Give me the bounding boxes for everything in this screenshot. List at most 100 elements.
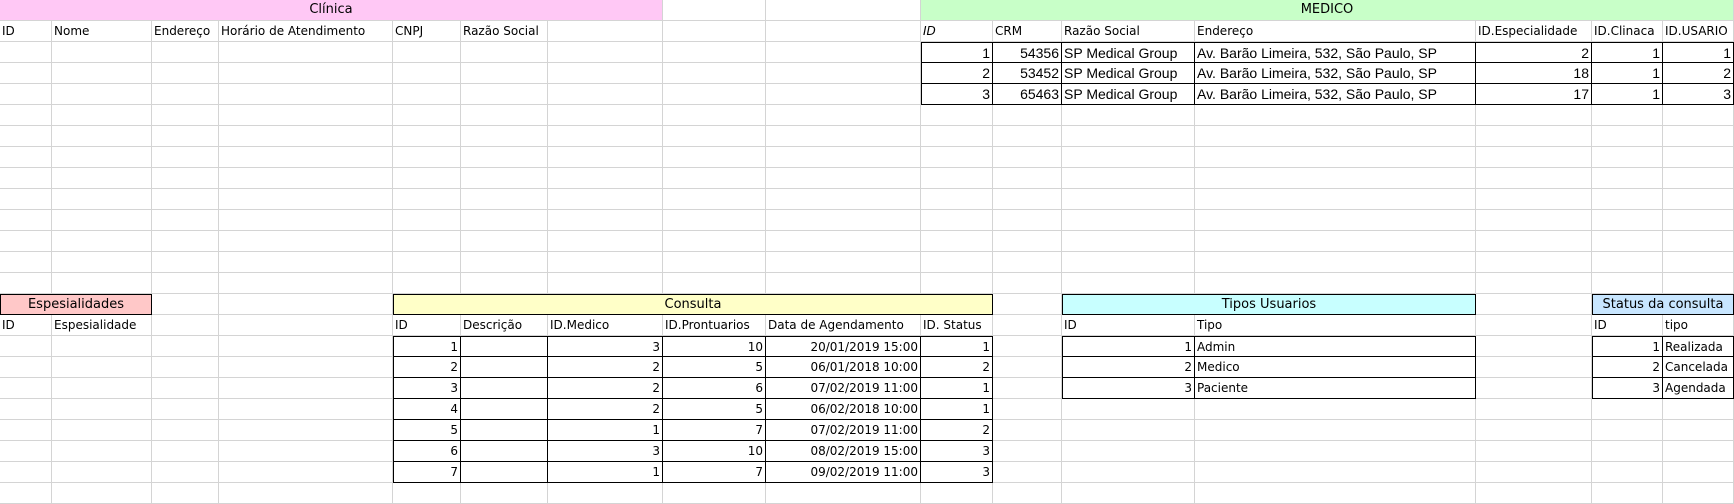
grid-cell[interactable] [1195,231,1476,252]
grid-cell[interactable] [548,105,663,126]
medico-data-cell[interactable]: SP Medical Group [1062,84,1195,105]
consulta-data-cell[interactable]: 2 [393,357,461,378]
grid-cell[interactable] [1062,273,1195,294]
consulta-data-cell[interactable]: 5 [663,399,766,420]
consulta-data-cell[interactable]: 2 [921,420,993,441]
consulta-data-cell[interactable]: 1 [548,462,663,483]
grid-cell[interactable] [993,483,1062,504]
grid-cell[interactable] [52,252,152,273]
grid-cell[interactable] [548,168,663,189]
clinica-column-header[interactable]: ID [0,21,52,42]
grid-cell[interactable] [1476,483,1592,504]
grid-cell[interactable] [993,420,1062,441]
grid-cell[interactable] [548,483,663,504]
grid-cell[interactable] [1663,462,1734,483]
grid-cell[interactable] [1592,399,1663,420]
grid-cell[interactable] [1476,273,1592,294]
grid-cell[interactable] [548,273,663,294]
consulta-data-cell[interactable]: 07/02/2019 11:00 [766,420,921,441]
consulta-data-cell[interactable]: 1 [921,378,993,399]
grid-cell[interactable] [152,378,219,399]
grid-cell[interactable] [1062,105,1195,126]
consulta-column-header[interactable]: Descrição [461,315,548,336]
grid-cell[interactable] [0,378,52,399]
grid-cell[interactable] [663,231,766,252]
consulta-data-cell[interactable]: 6 [393,441,461,462]
consulta-data-cell[interactable]: 4 [393,399,461,420]
grid-cell[interactable] [921,273,993,294]
grid-cell[interactable] [152,63,219,84]
consulta-data-cell[interactable]: 1 [548,420,663,441]
status-consulta-data-cell[interactable]: Realizada [1663,336,1734,357]
medico-data-cell[interactable]: 18 [1476,63,1592,84]
grid-cell[interactable] [1592,420,1663,441]
grid-cell[interactable] [0,189,52,210]
grid-cell[interactable] [52,189,152,210]
grid-cell[interactable] [1062,462,1195,483]
grid-cell[interactable] [52,441,152,462]
consulta-data-cell[interactable]: 7 [393,462,461,483]
grid-cell[interactable] [219,336,393,357]
grid-cell[interactable] [663,84,766,105]
grid-cell[interactable] [1062,168,1195,189]
grid-cell[interactable] [393,63,461,84]
medico-data-cell[interactable]: 1 [1592,84,1663,105]
grid-cell[interactable] [1476,147,1592,168]
grid-cell[interactable] [1476,462,1592,483]
grid-cell[interactable] [766,483,921,504]
grid-cell[interactable] [52,273,152,294]
grid-cell[interactable] [993,210,1062,231]
medico-column-header[interactable]: Endereço [1195,21,1476,42]
tipos-usuarios-data-cell[interactable]: Admin [1195,336,1476,357]
status-consulta-data-cell[interactable]: 3 [1592,378,1663,399]
grid-cell[interactable] [152,84,219,105]
grid-cell[interactable] [0,357,52,378]
grid-cell[interactable] [219,273,393,294]
grid-cell[interactable] [52,105,152,126]
grid-cell[interactable] [1476,126,1592,147]
grid-cell[interactable] [993,126,1062,147]
grid-cell[interactable] [766,105,921,126]
grid-cell[interactable] [393,210,461,231]
grid-cell[interactable] [1195,483,1476,504]
medico-column-header[interactable]: CRM [993,21,1062,42]
grid-cell[interactable] [1663,273,1734,294]
especialidades-table-title[interactable]: Espesialidades [0,294,152,315]
consulta-table-title[interactable]: Consulta [393,294,993,315]
grid-cell[interactable] [1663,399,1734,420]
grid-cell[interactable] [1062,441,1195,462]
consulta-data-cell[interactable]: 2 [548,378,663,399]
grid-cell[interactable] [993,189,1062,210]
medico-column-header[interactable]: ID [921,21,993,42]
grid-cell[interactable] [1592,483,1663,504]
medico-data-cell[interactable]: 1 [1592,63,1663,84]
grid-cell[interactable] [1663,168,1734,189]
grid-cell[interactable] [1592,168,1663,189]
grid-cell[interactable] [921,147,993,168]
grid-cell[interactable] [921,189,993,210]
clinica-table-title[interactable]: Clínica [0,0,663,21]
medico-data-cell[interactable]: 54356 [993,42,1062,63]
grid-cell[interactable] [1062,420,1195,441]
medico-data-cell[interactable]: 1 [1663,42,1734,63]
grid-cell[interactable] [152,252,219,273]
grid-cell[interactable] [1476,231,1592,252]
tipos-usuarios-column-header[interactable]: ID [1062,315,1195,336]
consulta-data-cell[interactable]: 10 [663,336,766,357]
grid-cell[interactable] [663,63,766,84]
grid-cell[interactable] [52,483,152,504]
grid-cell[interactable] [1592,273,1663,294]
grid-cell[interactable] [663,147,766,168]
tipos-usuarios-data-cell[interactable]: Medico [1195,357,1476,378]
grid-cell[interactable] [993,462,1062,483]
grid-cell[interactable] [461,42,548,63]
grid-cell[interactable] [1663,126,1734,147]
grid-cell[interactable] [52,147,152,168]
grid-cell[interactable] [1592,231,1663,252]
grid-cell[interactable] [766,210,921,231]
grid-cell[interactable] [1592,189,1663,210]
grid-cell[interactable] [219,252,393,273]
medico-data-cell[interactable]: 17 [1476,84,1592,105]
medico-data-cell[interactable]: Av. Barão Limeira, 532, São Paulo, SP [1195,63,1476,84]
grid-cell[interactable] [0,147,52,168]
